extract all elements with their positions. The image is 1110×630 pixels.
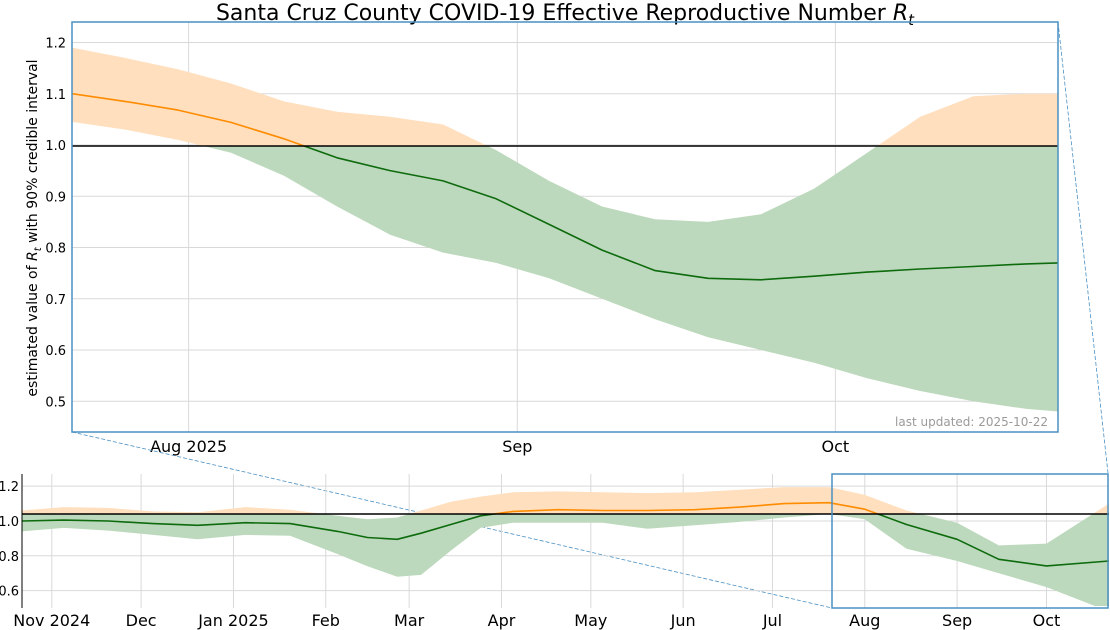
x-tick-label: May: [574, 611, 607, 630]
zoom-region-frame: [831, 473, 1109, 609]
rt-line-below: [301, 146, 1058, 281]
overview-plot: 0.6 0.8 1.0 1.2 Nov 2024 Dec Jan 2025 Feb Mar Ap…: [0, 473, 1109, 630]
x-tick-label: Oct: [822, 437, 850, 456]
overview-x-ticks: Nov 2024 Dec Jan 2025 Feb Mar Apr May Jun Jul Aug…: [13, 611, 1060, 630]
y-tick-label: 0.8: [45, 242, 66, 257]
credible-band-above: [72, 47, 1058, 146]
chart-title: Santa Cruz County COVID-19 Effective Rep…: [216, 1, 915, 29]
y-tick-label: 1.0: [45, 139, 66, 154]
credible-band-below: [203, 146, 1058, 412]
overview-y-ticks: 0.6 0.8 1.0 1.2: [0, 480, 19, 599]
y-tick-label: 0.6: [0, 585, 19, 600]
zoom-connector-right: [1057, 21, 1109, 474]
y-tick-label: 0.6: [45, 344, 66, 359]
x-tick-label: Aug 2025: [150, 437, 227, 456]
y-tick-label: 1.0: [0, 515, 19, 530]
x-tick-label: Sep: [942, 611, 972, 630]
rt-line-above: [72, 92, 307, 146]
main-plot-frame: [71, 21, 1059, 433]
main-credible-band: [72, 47, 1058, 412]
overview-rt-line: [22, 501, 1109, 567]
main-plot: 0.50.60.70.80.91.01.11.2 Aug 2025 Sep Oct …: [25, 21, 1059, 456]
y-tick-label: 1.1: [45, 88, 66, 103]
rt-line-below: [22, 514, 1109, 567]
x-tick-label: Aug: [849, 611, 880, 630]
x-tick-label: Feb: [312, 611, 340, 630]
overview-credible-band: [22, 487, 1109, 606]
main-x-ticks: Aug 2025 Sep Oct: [150, 437, 849, 456]
x-tick-label: Jul: [762, 611, 782, 630]
x-tick-label: Jun: [670, 611, 696, 630]
x-tick-label: Mar: [394, 611, 425, 630]
y-tick-label: 0.8: [0, 550, 19, 565]
last-updated-label: last updated: 2025-10-22: [895, 415, 1048, 429]
x-tick-label: Dec: [126, 611, 157, 630]
x-tick-label: Nov 2024: [13, 611, 90, 630]
x-tick-label: Apr: [488, 611, 516, 630]
main-y-ticks: 0.5 0.6 0.7 0.8 0.9 1.0 1.1 1.2: [45, 37, 66, 411]
y-tick-label: 0.9: [45, 190, 66, 205]
y-tick-label: 0.5: [45, 395, 66, 410]
rt-line-above: [488, 501, 881, 514]
x-tick-label: Sep: [502, 437, 532, 456]
main-y-axis-label: estimated value of Rt with 90% credible …: [25, 59, 44, 396]
x-tick-label: Oct: [1033, 611, 1061, 630]
credible-band-below: [22, 514, 1109, 606]
credible-band-above: [22, 487, 1109, 514]
main-rt-line: [72, 92, 1058, 281]
y-tick-label: 1.2: [0, 480, 19, 495]
y-tick-label: 1.2: [45, 37, 66, 52]
y-tick-label: 0.7: [45, 293, 66, 308]
x-tick-label: Jan 2025: [197, 611, 268, 630]
